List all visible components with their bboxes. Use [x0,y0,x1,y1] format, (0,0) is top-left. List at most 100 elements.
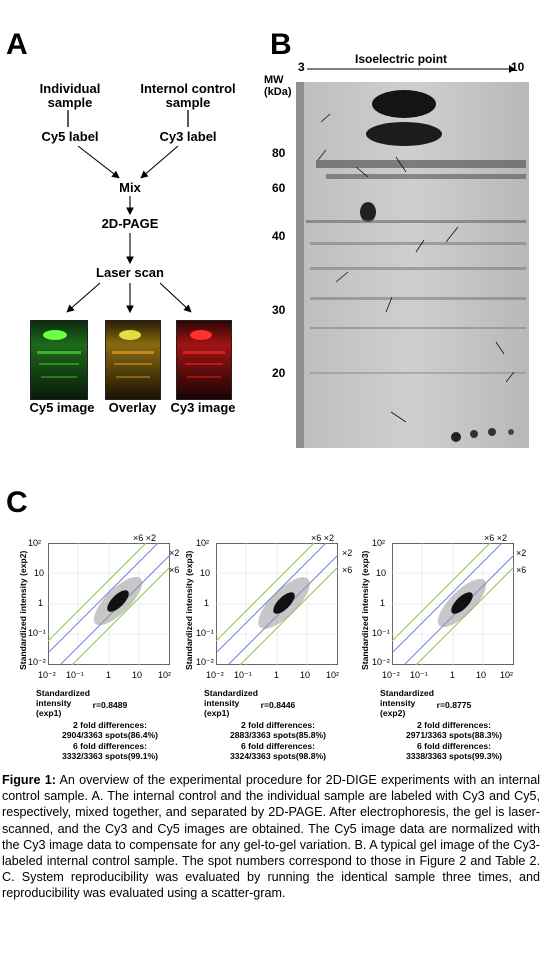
plot1-ytick-100: 10² [28,538,42,548]
plot3-fold-x6: ×6 [516,565,527,575]
plot2-xtick-100: 10² [326,670,340,680]
plot1-xtick-1: 1 [106,670,112,680]
mw-tick-80: 80 [272,146,286,160]
plot2-xtick-1: 1 [274,670,280,680]
plot2-xtick-001: 10⁻² [206,670,224,680]
plot2-ytick-01: 10⁻¹ [196,628,214,638]
panel-a-arrows [66,110,192,314]
plot2-ylabel: Standardized intensity (exp3) [184,550,194,670]
caption-figure-label: Figure 1: [2,773,56,787]
individual-line1: Individual [39,81,101,96]
plot1-xlabel: Standardized intensity (exp1) [36,688,90,718]
plot1-ytick-1: 1 [38,598,44,608]
plot1-xtick-01: 10⁻¹ [66,670,84,680]
laser-scan-step: Laser scan [96,265,164,280]
plot2-stats: r=0.8446 2 fold differences: 2883/3363 s… [208,700,348,762]
plot1-fold-x6x2: ×6 ×2 [133,533,157,543]
control-line2: sample [165,95,211,110]
mw-line2: (kDa) [264,86,292,98]
plot2-two-fold-title: 2 fold differences: [240,719,316,730]
mw-line1: MW [264,74,284,86]
plot1-six-fold-title: 6 fold differences: [72,740,148,751]
plot2-xlabel: Standardized intensity (exp1) [204,688,258,718]
mw-label: MW (kDa) [264,74,292,98]
plot2-six-fold-title: 6 fold differences: [240,740,316,751]
overlay-gel-thumbnail [105,320,161,400]
pi-left-label: 3 [298,60,305,74]
caption-text: An overview of the experimental procedur… [2,773,540,901]
plot3-xtick-001: 10⁻² [382,670,400,680]
plot3-two-fold: 2971/3363 spots(88.3%) [405,730,503,740]
isoelectric-point-label: Isoelectric point [355,52,448,66]
plot3-six-fold: 3338/3363 spots(99.3%) [405,751,503,761]
plot3-stats: r=0.8775 2 fold differences: 2971/3363 s… [384,700,524,762]
plot1-stats: r=0.8489 2 fold differences: 2904/3363 s… [40,700,180,762]
plot2-xtick-01: 10⁻¹ [234,670,252,680]
control-line1: Internol control [140,81,236,96]
plot1-ytick-01: 10⁻¹ [28,628,46,638]
panel-c-letter: C [6,486,28,519]
plot1-fold-x2: ×2 [169,548,180,558]
individual-line2: sample [47,95,93,110]
plot2-six-fold: 3324/3363 spots(98.8%) [229,751,327,761]
cy3-image-label: Cy3 image [170,400,236,415]
overlay-label: Overlay [108,400,157,415]
plot1-xtick-10: 10 [132,670,143,680]
gel-image [296,82,529,448]
plot1-area [48,543,170,665]
plot1-ylabel: Standardized intensity (exp2) [18,550,28,670]
panel-b-letter: B [270,28,292,61]
mw-tick-30: 30 [272,303,286,317]
plot3-six-fold-title: 6 fold differences: [416,740,492,751]
plot3-two-fold-title: 2 fold differences: [416,719,492,730]
plot3-xtick-100: 10² [500,670,514,680]
plot2-ytick-1: 1 [204,598,210,608]
cy5-image-label: Cy5 image [29,400,95,415]
mw-tick-40: 40 [272,229,286,243]
plot3-xtick-01: 10⁻¹ [410,670,428,680]
plot3-fold-x6x2: ×6 ×2 [484,533,508,543]
control-sample-label: Internol control sample [128,82,248,110]
plot1-two-fold: 2904/3363 spots(86.4%) [61,730,159,740]
2d-page-step: 2D-PAGE [101,216,159,231]
plot2-r: r=0.8446 [260,700,296,710]
pi-right-label: 10 [511,60,525,74]
plot1-ytick-10: 10 [34,568,45,578]
mix-step: Mix [119,180,141,195]
plot3-xtick-1: 1 [450,670,456,680]
plot3-fold-x2: ×2 [516,548,527,558]
plot3-ytick-001: 10⁻² [372,657,390,667]
plot3-ytick-100: 10² [372,538,386,548]
plot1-two-fold-title: 2 fold differences: [72,719,148,730]
plot3-ytick-10: 10 [376,568,387,578]
plot1-ytick-001: 10⁻² [28,657,46,667]
plot1-xtick-100: 10² [158,670,172,680]
plot3-ytick-1: 1 [380,598,386,608]
plot3-r: r=0.8775 [436,700,472,710]
plot2-xtick-10: 10 [300,670,311,680]
plot3-xlabel: Standardized intensity (exp2) [380,688,434,718]
mw-tick-60: 60 [272,181,286,195]
isoelectric-arrow [307,65,515,73]
plot3-xtick-10: 10 [476,670,487,680]
cy5-label-step: Cy5 label [41,129,99,144]
figure-caption: Figure 1: An overview of the experimenta… [2,772,540,902]
plot3-ylabel: Standardized intensity (exp3) [360,550,370,670]
plot1-six-fold: 3332/3363 spots(99.1%) [61,751,159,761]
plot2-ytick-10: 10 [200,568,211,578]
plot1-r: r=0.8489 [92,700,128,710]
plot2-two-fold: 2883/3363 spots(85.8%) [229,730,327,740]
plot2-area [216,543,338,665]
plot3-ytick-01: 10⁻¹ [372,628,390,638]
cy5-gel-thumbnail [30,320,88,400]
plot1-xtick-001: 10⁻² [38,670,56,680]
cy3-label-step: Cy3 label [159,129,217,144]
plot2-fold-x6x2: ×6 ×2 [311,533,335,543]
individual-sample-label: Individual sample [20,82,120,110]
plot2-fold-x6: ×6 [342,565,353,575]
plot3-area [392,543,514,665]
plot2-ytick-001: 10⁻² [196,657,214,667]
plot2-ytick-100: 10² [196,538,210,548]
mw-tick-20: 20 [272,366,286,380]
plot2-fold-x2: ×2 [342,548,353,558]
